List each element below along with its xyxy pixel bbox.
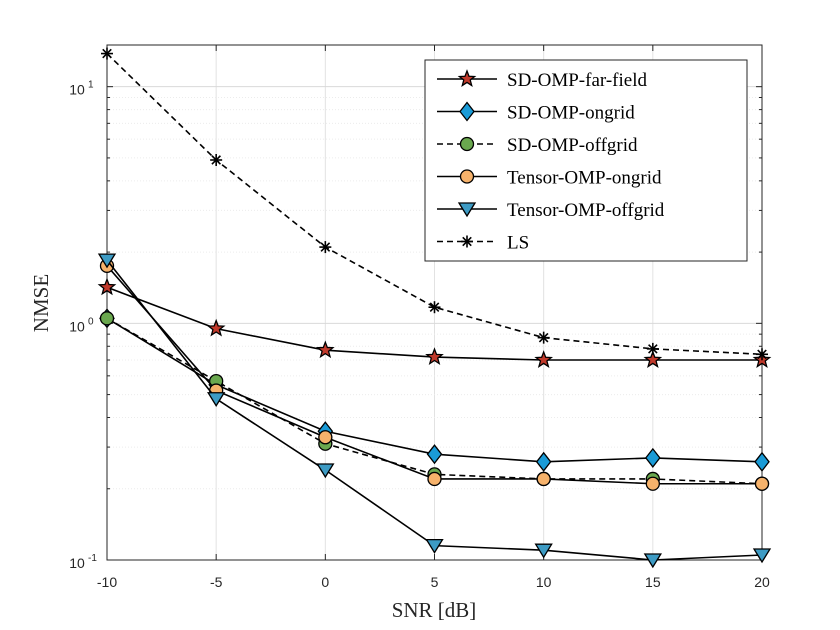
legend-item: Tensor-OMP-ongrid (437, 168, 662, 189)
data-point (99, 311, 115, 326)
x-tick-label: 15 (645, 574, 661, 590)
legend-label: SD-OMP-far-field (507, 70, 647, 91)
data-point (425, 347, 444, 366)
x-tick-label: -10 (97, 574, 117, 590)
data-point (643, 553, 662, 569)
series-ls (101, 47, 768, 361)
data-point (537, 331, 550, 344)
x-tick-label: 5 (431, 574, 439, 590)
series-tensor-omp-offgrid (97, 253, 772, 569)
data-point (210, 153, 223, 166)
legend-marker (459, 101, 475, 122)
data-point (645, 447, 661, 468)
x-tick-label: 10 (536, 574, 552, 590)
legend-marker (457, 202, 477, 218)
data-point (534, 543, 553, 559)
y-axis-label: NMSE (29, 274, 53, 332)
y-tick-label-exponent: 1 (88, 80, 94, 91)
legend-item: SD-OMP-ongrid (437, 101, 635, 124)
y-tick-label: 10 1 (69, 80, 94, 98)
data-point (643, 350, 663, 368)
data-point (752, 548, 772, 564)
y-tick-label: 10 -1 (69, 553, 97, 571)
data-point (754, 451, 770, 472)
data-point (101, 47, 113, 60)
legend: SD-OMP-far-field SD-OMP-ongrid SD-OMP-offg… (424, 59, 748, 262)
data-point (315, 340, 335, 359)
data-point (97, 253, 117, 269)
legend-marker (459, 136, 475, 152)
legend-label: Tensor-OMP-ongrid (507, 168, 662, 189)
data-point (207, 392, 226, 408)
legend-item: LS (437, 233, 529, 254)
y-tick-label-base: 10 (69, 318, 85, 334)
y-tick-label: 10 0 (69, 316, 94, 334)
data-point (316, 463, 335, 479)
x-tick-label: -5 (210, 574, 223, 590)
x-tick-label: 0 (321, 574, 329, 590)
data-point (646, 342, 659, 355)
legend-marker (461, 235, 473, 248)
data-point (536, 471, 551, 487)
data-point (318, 430, 333, 445)
series-group (97, 47, 772, 569)
data-point (535, 451, 552, 472)
x-tick-labels: -10 -5 0 5 10 15 20 (97, 574, 770, 590)
series-tensor-omp-ongrid (99, 258, 770, 491)
data-point (319, 241, 332, 254)
data-point (206, 318, 226, 337)
legend-label: LS (507, 233, 529, 254)
y-tick-label-exponent: -1 (88, 553, 97, 564)
data-point (425, 538, 444, 554)
data-point (534, 350, 554, 368)
data-point (426, 444, 443, 465)
legend-item: SD-OMP-offgrid (437, 135, 638, 156)
x-tick-label: 20 (754, 574, 770, 590)
legend-item: SD-OMP-far-field (437, 69, 647, 91)
data-point (756, 348, 768, 361)
data-point (754, 476, 770, 491)
data-point (97, 277, 117, 296)
data-point (645, 476, 660, 491)
legend-label: SD-OMP-ongrid (507, 103, 635, 124)
data-point (427, 471, 442, 487)
legend-item: Tensor-OMP-offgrid (437, 200, 665, 221)
x-axis-label: SNR [dB] (392, 598, 477, 622)
y-tick-label-base: 10 (69, 555, 85, 571)
legend-label: SD-OMP-offgrid (507, 135, 638, 156)
legend-marker (459, 169, 475, 184)
data-point (428, 301, 441, 314)
legend-box (424, 59, 748, 262)
legend-label: Tensor-OMP-offgrid (507, 200, 665, 221)
y-tick-label-base: 10 (69, 82, 85, 98)
legend-marker (457, 69, 477, 87)
y-tick-label-exponent: 0 (88, 316, 94, 327)
